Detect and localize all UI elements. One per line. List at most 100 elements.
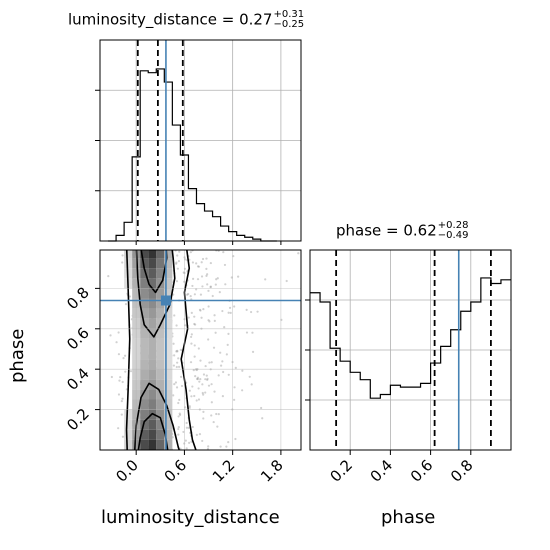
scatter-point [195, 368, 198, 372]
contour-inner-top [140, 250, 168, 294]
density-cell [164, 288, 173, 299]
scatter-point [173, 314, 176, 317]
density-cell [148, 288, 157, 299]
density-cell [164, 419, 173, 430]
ld-title-plus: +0.31 [273, 9, 305, 20]
scatter-point [172, 364, 176, 367]
scatter-point [195, 288, 198, 291]
scatter-point [117, 331, 120, 334]
scatter-point [176, 361, 179, 364]
density-cell [140, 369, 149, 380]
density-cell [156, 338, 165, 349]
scatter-point [197, 265, 201, 268]
scatter-point [177, 433, 180, 436]
density-cell [124, 439, 133, 450]
scatter-point [201, 257, 205, 261]
scatter-point [206, 273, 209, 276]
scatter-point [109, 334, 112, 337]
density-cell [156, 369, 165, 380]
ld-title-minus: −0.25 [273, 19, 305, 30]
scatter-point [110, 375, 113, 379]
scatter-point [202, 410, 205, 414]
panel-luminosity-distance-hist [95, 39, 302, 245]
scatter-point [251, 331, 254, 334]
density-cell [148, 348, 157, 360]
scatter-point [205, 267, 208, 270]
scatter-point [199, 309, 202, 312]
scatter-point [198, 433, 202, 436]
density-cell [148, 359, 157, 370]
x-axis-label-phase: phase [381, 507, 436, 528]
scatter-point [233, 305, 236, 308]
scatter-point [96, 441, 98, 443]
scatter-point [196, 378, 199, 381]
x-tick-label-ld-0: 0.0 [112, 456, 142, 486]
y-tick-label-phase-2: 0.6 [63, 324, 93, 354]
scatter-point [207, 338, 210, 341]
scatter-point [213, 319, 216, 322]
scatter-point [210, 383, 213, 386]
density-cell [156, 439, 165, 450]
scatter-point [209, 286, 212, 289]
scatter-point [297, 252, 300, 255]
phase-title: phase = 0.62 +0.28 −0.49 [336, 220, 469, 241]
scatter-point [196, 278, 200, 281]
density-cell [164, 399, 173, 410]
scatter-point [219, 445, 222, 448]
x-tick-label-phase-2: 0.6 [407, 456, 437, 486]
scatter-point [119, 376, 122, 379]
density-cell [140, 288, 149, 299]
phase-title-minus: −0.49 [437, 230, 469, 241]
density-cell [140, 298, 149, 309]
scatter-point [200, 261, 203, 264]
scatter-point [117, 393, 121, 396]
scatter-point [185, 421, 188, 425]
density-cell [156, 298, 165, 309]
scatter-point [187, 426, 190, 429]
density-cell [156, 389, 165, 400]
scatter-point [202, 308, 205, 311]
phase-title-median: 0.62 [403, 221, 437, 240]
density-cell [140, 250, 149, 259]
density-cell [140, 429, 149, 440]
scatter-point [202, 393, 205, 396]
scatter-point [201, 391, 204, 395]
scatter-point [195, 399, 198, 402]
scatter-point [249, 310, 253, 314]
scatter-point [204, 391, 207, 394]
density-cell [148, 379, 157, 390]
scatter-point [206, 377, 209, 380]
scatter-point [115, 341, 118, 344]
density-cell [148, 318, 157, 329]
scatter-point [221, 309, 224, 313]
scatter-point [195, 377, 199, 380]
luminosity-distance-title: luminosity_distance = 0.27 +0.31 −0.25 [68, 9, 305, 30]
scatter-point [215, 412, 218, 416]
scatter-point [107, 275, 110, 278]
scatter-point [217, 374, 220, 377]
scatter-point [198, 308, 202, 311]
scatter-point [120, 413, 123, 416]
scatter-point [250, 383, 253, 386]
scatter-point [199, 293, 203, 296]
scatter-point [207, 289, 210, 292]
x-tick-label-phase-3: 0.8 [447, 456, 477, 486]
y-tick-label-phase-0: 0.2 [63, 405, 93, 435]
scatter-point [193, 315, 196, 318]
scatter-point [234, 366, 237, 369]
scatter-point [121, 254, 124, 257]
scatter-point [219, 351, 222, 354]
scatter-point [206, 283, 209, 286]
scatter-point [245, 308, 248, 311]
density-cell [156, 399, 165, 410]
scatter-point [216, 425, 219, 428]
scatter-point [241, 369, 244, 372]
density-cell [164, 278, 173, 289]
truth-marker [160, 295, 171, 306]
scatter-point [190, 342, 193, 345]
scatter-point [219, 364, 223, 367]
scatter-point [234, 437, 237, 441]
scatter-point [175, 324, 178, 327]
scatter-point [228, 306, 232, 309]
